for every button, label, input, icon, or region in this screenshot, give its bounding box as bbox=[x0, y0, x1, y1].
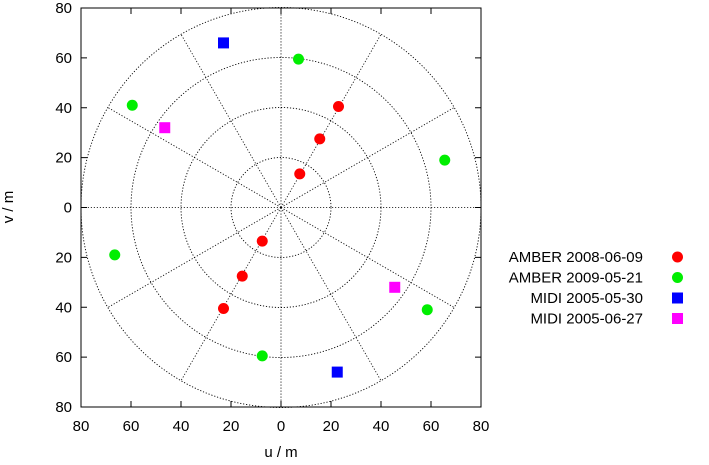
point-series-2 bbox=[218, 37, 229, 49]
x-tick-label: 20 bbox=[323, 418, 340, 435]
point-series-0 bbox=[236, 270, 248, 282]
legend-marker-0 bbox=[672, 251, 683, 263]
x-tick-label: 60 bbox=[423, 418, 440, 435]
legend-label-0: AMBER 2008-06-09 bbox=[509, 249, 643, 266]
legend-marker-2 bbox=[672, 292, 683, 304]
grid-spoke-9 bbox=[280, 207, 382, 381]
y-tick-label: 20 bbox=[55, 150, 72, 167]
point-series-1 bbox=[293, 53, 304, 65]
legend-marker-1 bbox=[672, 272, 683, 283]
point-series-0 bbox=[314, 133, 326, 145]
grid-spoke-10 bbox=[280, 207, 455, 308]
polar-grid bbox=[80, 7, 482, 408]
y-tick-label: 20 bbox=[55, 249, 72, 266]
legend-label-2: MIDI 2005-05-30 bbox=[530, 290, 643, 307]
grid-circle-0 bbox=[230, 157, 332, 258]
point-series-3 bbox=[159, 122, 171, 134]
y-axis-label: v / m bbox=[0, 191, 17, 224]
point-series-1 bbox=[126, 99, 138, 111]
y-tick-label: 60 bbox=[55, 50, 72, 67]
y-tick-label: 40 bbox=[55, 299, 72, 316]
x-tick-label: 80 bbox=[473, 418, 490, 435]
point-series-1 bbox=[256, 350, 268, 362]
x-tick-label: 40 bbox=[173, 418, 190, 435]
grid-spoke-4 bbox=[107, 107, 282, 208]
point-series-0 bbox=[333, 101, 344, 113]
point-series-3 bbox=[389, 281, 401, 293]
y-tick-label: 0 bbox=[64, 200, 72, 217]
point-series-1 bbox=[109, 249, 121, 261]
x-tick-label: 80 bbox=[73, 418, 90, 435]
point-series-0 bbox=[256, 235, 268, 247]
legend-label-3: MIDI 2005-06-27 bbox=[530, 311, 643, 328]
grid-spoke-0 bbox=[280, 107, 455, 208]
y-tick-label: 80 bbox=[55, 399, 72, 416]
x-tick-label: 20 bbox=[223, 418, 240, 435]
point-series-1 bbox=[439, 154, 451, 166]
y-tick-label: 40 bbox=[55, 100, 72, 117]
y-tick-label: 80 bbox=[55, 0, 72, 17]
x-axis-label: u / m bbox=[264, 444, 297, 461]
grid-spoke-3 bbox=[180, 34, 282, 208]
grid-spoke-6 bbox=[107, 207, 282, 308]
y-tick-label: 60 bbox=[55, 349, 72, 366]
legend: AMBER 2008-06-09 AMBER 2009-05-21 MIDI 200… bbox=[509, 249, 683, 328]
x-tick-label: 60 bbox=[123, 418, 140, 435]
data-points bbox=[109, 37, 451, 378]
point-series-0 bbox=[218, 302, 229, 314]
point-series-2 bbox=[331, 366, 343, 378]
x-tick-label: 40 bbox=[373, 418, 390, 435]
point-series-1 bbox=[421, 304, 433, 316]
legend-label-1: AMBER 2009-05-21 bbox=[509, 270, 643, 287]
legend-marker-3 bbox=[672, 313, 683, 324]
x-tick-label: 0 bbox=[277, 418, 285, 435]
point-series-0 bbox=[294, 168, 306, 180]
